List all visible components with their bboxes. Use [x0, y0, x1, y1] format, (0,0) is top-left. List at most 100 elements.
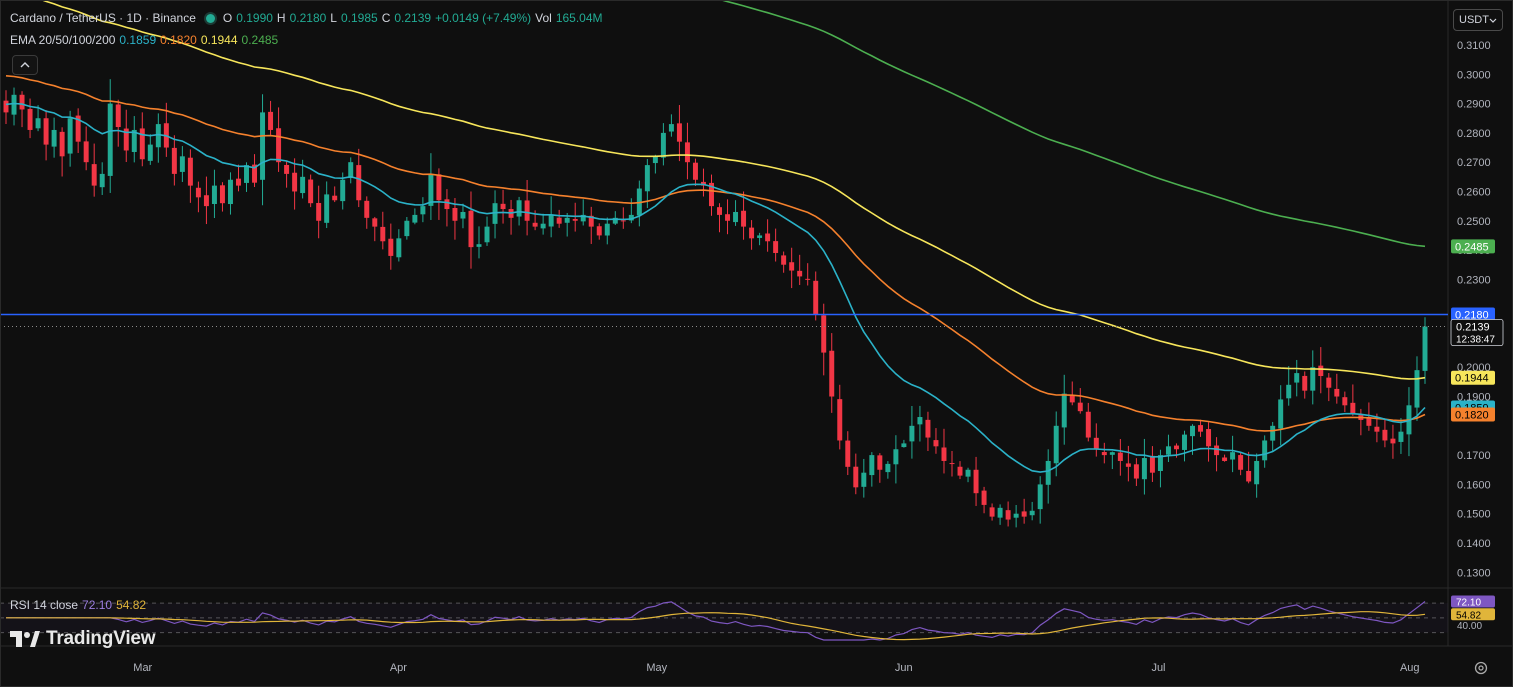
- candle-body[interactable]: [203, 195, 209, 207]
- candle-body[interactable]: [749, 227, 755, 239]
- candle-body[interactable]: [420, 206, 426, 215]
- candle-body[interactable]: [797, 270, 803, 277]
- candle-body[interactable]: [1278, 399, 1284, 429]
- candle-body[interactable]: [1037, 484, 1043, 510]
- ema100-line[interactable]: [6, 0, 1426, 380]
- candle-body[interactable]: [244, 165, 249, 183]
- candle-body[interactable]: [1414, 370, 1420, 408]
- candle-body[interactable]: [1350, 402, 1356, 415]
- candle-body[interactable]: [1422, 326, 1428, 371]
- candle-body[interactable]: [1222, 457, 1228, 461]
- candle-body[interactable]: [717, 207, 722, 215]
- candle-body[interactable]: [1246, 470, 1252, 482]
- candle-body[interactable]: [1198, 425, 1204, 432]
- candle-body[interactable]: [51, 129, 57, 147]
- candle-body[interactable]: [853, 466, 859, 488]
- candle-body[interactable]: [981, 490, 987, 505]
- candle-body[interactable]: [781, 255, 787, 265]
- candle-body[interactable]: [941, 447, 947, 461]
- symbol-title[interactable]: Cardano / TetherUS · 1D · Binance: [10, 11, 196, 25]
- rsi-ma-line[interactable]: [6, 611, 1426, 641]
- candle-body[interactable]: [540, 223, 546, 229]
- candle-body[interactable]: [332, 195, 338, 201]
- candle-body[interactable]: [340, 179, 346, 202]
- candle-body[interactable]: [211, 185, 217, 205]
- candle-body[interactable]: [227, 179, 233, 205]
- candle-body[interactable]: [1149, 455, 1155, 473]
- candle-body[interactable]: [1206, 429, 1212, 447]
- candle-body[interactable]: [83, 141, 89, 163]
- candle-body[interactable]: [1133, 464, 1139, 479]
- candle-body[interactable]: [733, 211, 739, 223]
- candle-body[interactable]: [452, 208, 458, 221]
- candle-body[interactable]: [965, 469, 971, 477]
- candle-body[interactable]: [268, 111, 274, 130]
- candle-body[interactable]: [1165, 446, 1171, 455]
- candle-body[interactable]: [588, 215, 594, 227]
- candle-body[interactable]: [909, 425, 915, 442]
- candle-body[interactable]: [147, 144, 153, 161]
- candle-body[interactable]: [316, 202, 322, 221]
- candle-body[interactable]: [19, 94, 25, 110]
- candle-body[interactable]: [1398, 431, 1404, 442]
- candle-body[interactable]: [1077, 402, 1083, 412]
- rsi-line[interactable]: [6, 601, 1426, 641]
- candle-body[interactable]: [869, 455, 875, 476]
- candle-body[interactable]: [1286, 384, 1292, 399]
- candle-body[interactable]: [1182, 434, 1187, 450]
- candle-body[interactable]: [179, 156, 185, 172]
- candle-body[interactable]: [1117, 452, 1123, 461]
- candle-body[interactable]: [11, 94, 17, 115]
- candle-body[interactable]: [348, 162, 354, 179]
- candle-body[interactable]: [660, 132, 666, 158]
- candle-body[interactable]: [676, 123, 682, 142]
- candle-body[interactable]: [765, 233, 771, 242]
- candle-body[interactable]: [1125, 463, 1131, 467]
- candle-body[interactable]: [59, 131, 65, 157]
- candle-body[interactable]: [99, 173, 105, 188]
- candle-body[interactable]: [1342, 397, 1348, 406]
- candle-body[interactable]: [380, 226, 386, 242]
- ema50-line[interactable]: [5, 75, 1426, 432]
- candle-body[interactable]: [1101, 452, 1107, 456]
- candle-body[interactable]: [901, 443, 907, 448]
- candle-body[interactable]: [187, 157, 193, 186]
- candle-body[interactable]: [1366, 417, 1372, 426]
- candle-body[interactable]: [284, 164, 290, 174]
- candle-body[interactable]: [260, 112, 266, 180]
- candle-body[interactable]: [620, 220, 626, 222]
- candle-body[interactable]: [997, 507, 1003, 518]
- candle-body[interactable]: [1302, 375, 1308, 391]
- candle-body[interactable]: [1173, 445, 1179, 450]
- candle-body[interactable]: [1013, 513, 1019, 518]
- candle-body[interactable]: [725, 214, 731, 221]
- candle-body[interactable]: [476, 244, 482, 247]
- candle-body[interactable]: [364, 200, 370, 218]
- candle-body[interactable]: [460, 211, 466, 219]
- candle-body[interactable]: [1157, 455, 1163, 471]
- candle-body[interactable]: [123, 128, 129, 151]
- candle-body[interactable]: [1326, 377, 1332, 388]
- candle-body[interactable]: [917, 417, 923, 425]
- candle-body[interactable]: [1021, 511, 1027, 517]
- candle-body[interactable]: [516, 200, 522, 217]
- rsi-legend[interactable]: RSI 14 close 72.10 54.82: [10, 598, 146, 612]
- candle-body[interactable]: [388, 238, 394, 256]
- candle-body[interactable]: [139, 128, 145, 160]
- candle-body[interactable]: [436, 174, 442, 201]
- candle-body[interactable]: [1374, 426, 1380, 432]
- candle-body[interactable]: [1029, 510, 1035, 516]
- candle-body[interactable]: [91, 164, 97, 186]
- candle-body[interactable]: [845, 440, 851, 467]
- candle-body[interactable]: [1382, 429, 1388, 441]
- candle-body[interactable]: [107, 103, 113, 176]
- candle-body[interactable]: [572, 218, 578, 221]
- candle-body[interactable]: [709, 182, 714, 207]
- candle-body[interactable]: [3, 100, 9, 113]
- candle-body[interactable]: [789, 262, 795, 271]
- candle-body[interactable]: [580, 214, 586, 222]
- candle-body[interactable]: [1310, 367, 1316, 391]
- candle-body[interactable]: [861, 472, 867, 487]
